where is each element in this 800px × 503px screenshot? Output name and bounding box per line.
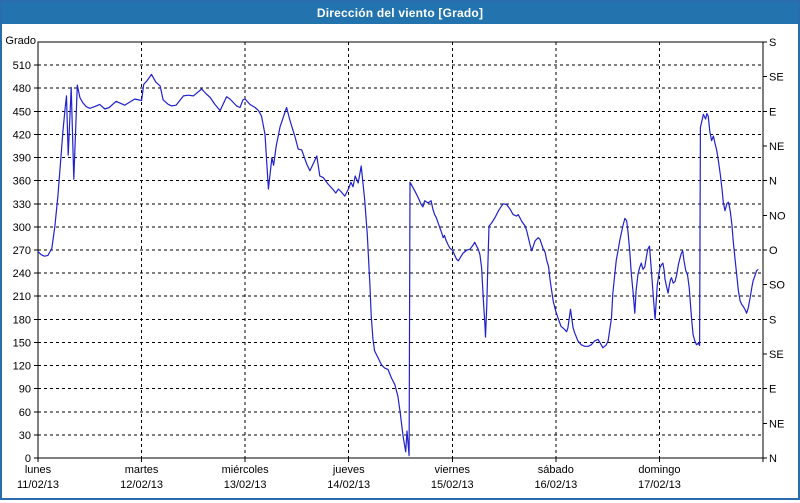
- x-date-label: 15/02/13: [431, 479, 474, 491]
- y-left-tick-label: 60: [19, 407, 31, 419]
- y-left-tick-label: 30: [19, 430, 31, 442]
- x-date-label: 13/02/13: [224, 479, 267, 491]
- chart-area: 0 30 60 90 120 150 180 210 240 270 300 330 360 390 420…: [2, 24, 798, 498]
- wind-direction-chart: 0 30 60 90 120 150 180 210 240 270 300 330 360 390 420…: [5, 35, 786, 491]
- y-left-tick-label: 510: [13, 60, 31, 72]
- y-left-tick-label: 120: [13, 361, 31, 373]
- x-day-label: sábado: [538, 464, 574, 476]
- x-day-label: viernes: [435, 464, 471, 476]
- y-left-tick-label: 330: [13, 199, 31, 211]
- y-right-tick-label: E: [769, 384, 776, 396]
- y-right-tick-label: NE: [769, 141, 784, 153]
- wind-direction-line: [37, 73, 759, 457]
- y-left-tick-label: 210: [13, 291, 31, 303]
- x-date-label: 14/02/13: [327, 479, 370, 491]
- y-right-tick-label: S: [769, 37, 776, 49]
- y-left-tick-label: 420: [13, 129, 31, 141]
- x-day-label: miércoles: [222, 464, 270, 476]
- y-left-tick-label: 390: [13, 153, 31, 165]
- window-titlebar: Dirección del viento [Grado]: [2, 2, 798, 24]
- y-right-tick-label: SE: [769, 72, 784, 84]
- y-right-tick-label: NE: [769, 418, 784, 430]
- y-left-tick-label: 240: [13, 268, 31, 280]
- y-axis-title: Grado: [5, 35, 36, 47]
- y-left-tick-label: 90: [19, 384, 31, 396]
- y-right-tick-label: SE: [769, 349, 784, 361]
- y-right-tick-label: N: [769, 453, 777, 465]
- page-title: Dirección del viento [Grado]: [316, 6, 484, 20]
- y-right-tick-label: NO: [769, 210, 786, 222]
- x-date-label: 12/02/13: [120, 479, 163, 491]
- x-day-label: jueves: [332, 464, 365, 476]
- y-left-tick-label: 480: [13, 83, 31, 95]
- x-day-label: martes: [125, 464, 159, 476]
- x-date-label: 11/02/13: [17, 479, 59, 491]
- y-left-tick-label: 300: [13, 222, 31, 234]
- x-day-label: lunes: [25, 464, 52, 476]
- y-right-tick-label: O: [769, 245, 778, 257]
- y-left-tick-label: 270: [13, 245, 31, 257]
- y-left-tick-label: 450: [13, 106, 31, 118]
- y-left-tick-label: 0: [25, 453, 31, 465]
- x-date-label: 16/02/13: [534, 479, 577, 491]
- y-right-tick-label: N: [769, 176, 777, 188]
- x-date-label: 17/02/13: [638, 479, 681, 491]
- y-right-tick-label: E: [769, 106, 776, 118]
- y-right-tick-label: SO: [769, 280, 785, 292]
- y-right-tick-label: S: [769, 314, 776, 326]
- y-left-tick-label: 180: [13, 314, 31, 326]
- x-day-label: domingo: [638, 464, 680, 476]
- y-left-tick-label: 150: [13, 337, 31, 349]
- y-left-tick-label: 360: [13, 176, 31, 188]
